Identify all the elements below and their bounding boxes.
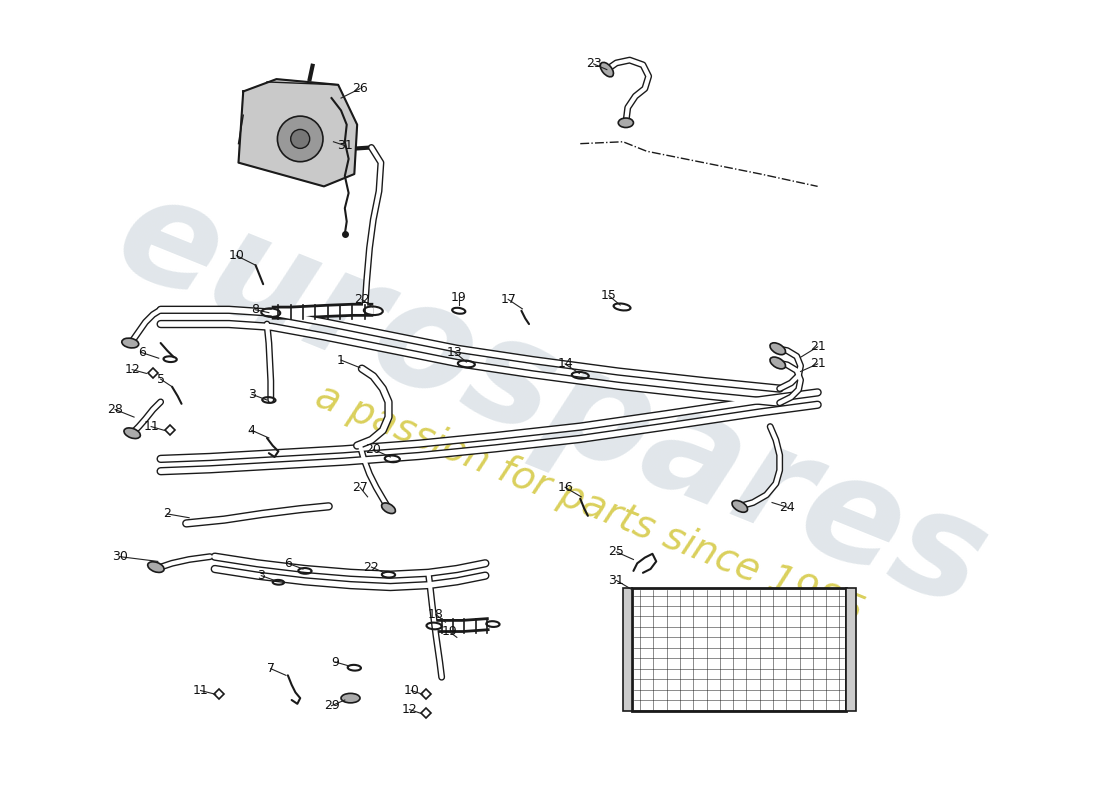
- Ellipse shape: [122, 338, 139, 348]
- Text: 10: 10: [404, 684, 419, 697]
- Text: 10: 10: [229, 249, 244, 262]
- Text: 19: 19: [441, 625, 458, 638]
- Text: 6: 6: [138, 346, 145, 359]
- Text: 26: 26: [352, 82, 367, 95]
- Text: 30: 30: [112, 550, 128, 563]
- Text: 25: 25: [608, 546, 625, 558]
- Bar: [846, 588, 856, 711]
- Text: 6: 6: [284, 557, 292, 570]
- Text: 1: 1: [337, 354, 345, 366]
- Ellipse shape: [618, 118, 634, 127]
- Text: 28: 28: [107, 403, 123, 416]
- Ellipse shape: [732, 501, 748, 512]
- Text: 9: 9: [331, 655, 339, 669]
- Ellipse shape: [770, 343, 785, 354]
- Text: 17: 17: [500, 293, 516, 306]
- Text: 3: 3: [248, 388, 255, 401]
- Text: 7: 7: [267, 662, 275, 675]
- Ellipse shape: [601, 62, 614, 77]
- Circle shape: [277, 116, 323, 162]
- Text: 27: 27: [352, 481, 368, 494]
- Text: 21: 21: [810, 358, 825, 370]
- Text: 24: 24: [780, 501, 795, 514]
- Text: 12: 12: [402, 703, 417, 716]
- Text: 19: 19: [451, 291, 466, 304]
- Text: 21: 21: [810, 340, 825, 354]
- Ellipse shape: [341, 694, 360, 703]
- Ellipse shape: [124, 428, 141, 438]
- Text: 12: 12: [124, 363, 140, 376]
- Text: 22: 22: [363, 561, 379, 574]
- Ellipse shape: [147, 562, 164, 573]
- Text: 4: 4: [248, 424, 255, 437]
- Text: 16: 16: [558, 481, 573, 494]
- Text: 29: 29: [323, 699, 340, 712]
- Circle shape: [290, 130, 310, 149]
- Ellipse shape: [382, 503, 395, 514]
- Text: 8: 8: [252, 303, 260, 316]
- Text: 23: 23: [585, 58, 602, 70]
- Text: 31: 31: [337, 139, 353, 152]
- Text: 22: 22: [354, 293, 370, 306]
- Text: 2: 2: [163, 507, 172, 521]
- Text: 18: 18: [428, 608, 444, 621]
- Text: 5: 5: [156, 373, 165, 386]
- Text: a passion for parts since 1985: a passion for parts since 1985: [310, 377, 869, 632]
- Text: 31: 31: [608, 574, 624, 587]
- Ellipse shape: [770, 357, 785, 369]
- Text: 13: 13: [447, 346, 463, 359]
- Text: 15: 15: [601, 289, 617, 302]
- Text: 3: 3: [257, 569, 265, 582]
- Polygon shape: [239, 79, 358, 186]
- Text: eurospares: eurospares: [98, 162, 1005, 638]
- Text: 11: 11: [143, 420, 160, 433]
- Text: 11: 11: [192, 684, 208, 697]
- Text: 20: 20: [365, 443, 382, 456]
- Bar: [632, 588, 846, 711]
- Bar: [623, 588, 632, 711]
- Text: 14: 14: [558, 358, 573, 370]
